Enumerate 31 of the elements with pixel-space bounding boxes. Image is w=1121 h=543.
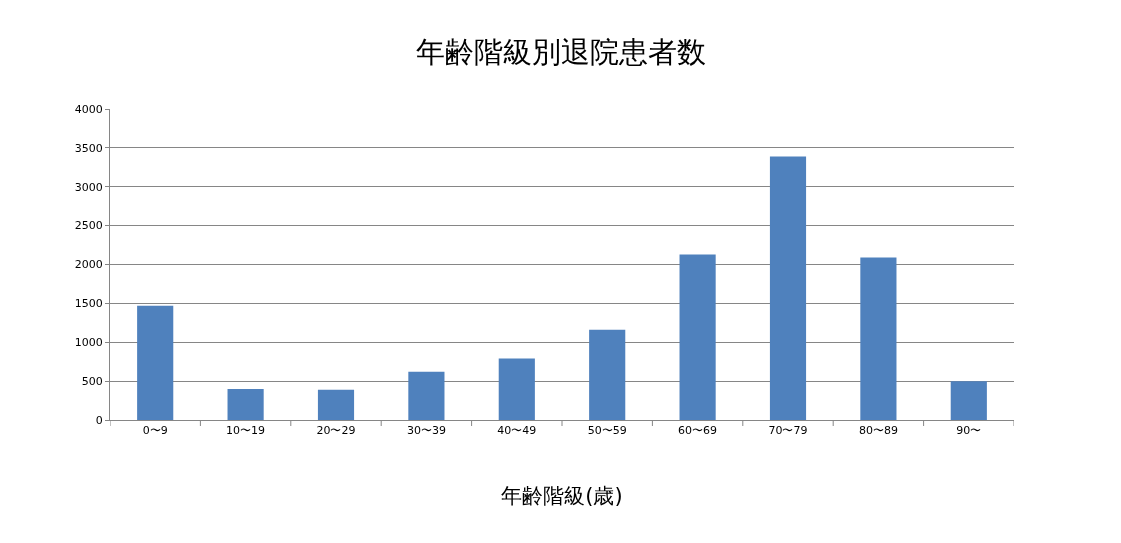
y-tick-label: 3500 <box>74 141 103 155</box>
y-tick-label: 1500 <box>74 297 103 311</box>
y-tick-label: 0 <box>95 413 103 427</box>
x-tick-label: 30〜39 <box>406 424 446 438</box>
y-tick-label: 3000 <box>74 180 103 194</box>
x-tick-label: 40〜49 <box>497 424 537 438</box>
bar <box>227 388 264 420</box>
y-tick-label: 1000 <box>74 336 103 350</box>
bar <box>679 254 716 420</box>
x-tick-label: 10〜19 <box>226 424 266 438</box>
x-tick-label: 0〜9 <box>142 424 168 438</box>
y-tick-label: 2000 <box>74 258 103 272</box>
x-tick-label: 50〜59 <box>587 424 627 438</box>
bar <box>589 329 626 420</box>
bar <box>950 381 987 420</box>
bar <box>137 305 174 420</box>
bar <box>769 156 807 420</box>
y-tick-label: 4000 <box>74 102 103 116</box>
chart-title: 年齢階級別退院患者数 <box>415 35 706 70</box>
bar <box>498 358 535 420</box>
x-tick-label: 70〜79 <box>768 424 808 438</box>
x-tick-label: 60〜69 <box>678 424 718 438</box>
bar <box>317 389 355 420</box>
bar <box>860 257 897 420</box>
x-tick-label: 80〜89 <box>858 424 898 438</box>
bar <box>408 371 445 420</box>
x-tick-label: 90〜 <box>956 424 982 438</box>
x-axis-title: 年齢階級(歳) <box>501 484 623 509</box>
y-tick-label: 500 <box>81 374 103 388</box>
y-tick-label: 2500 <box>74 219 103 233</box>
x-tick-label: 20〜29 <box>316 424 356 438</box>
